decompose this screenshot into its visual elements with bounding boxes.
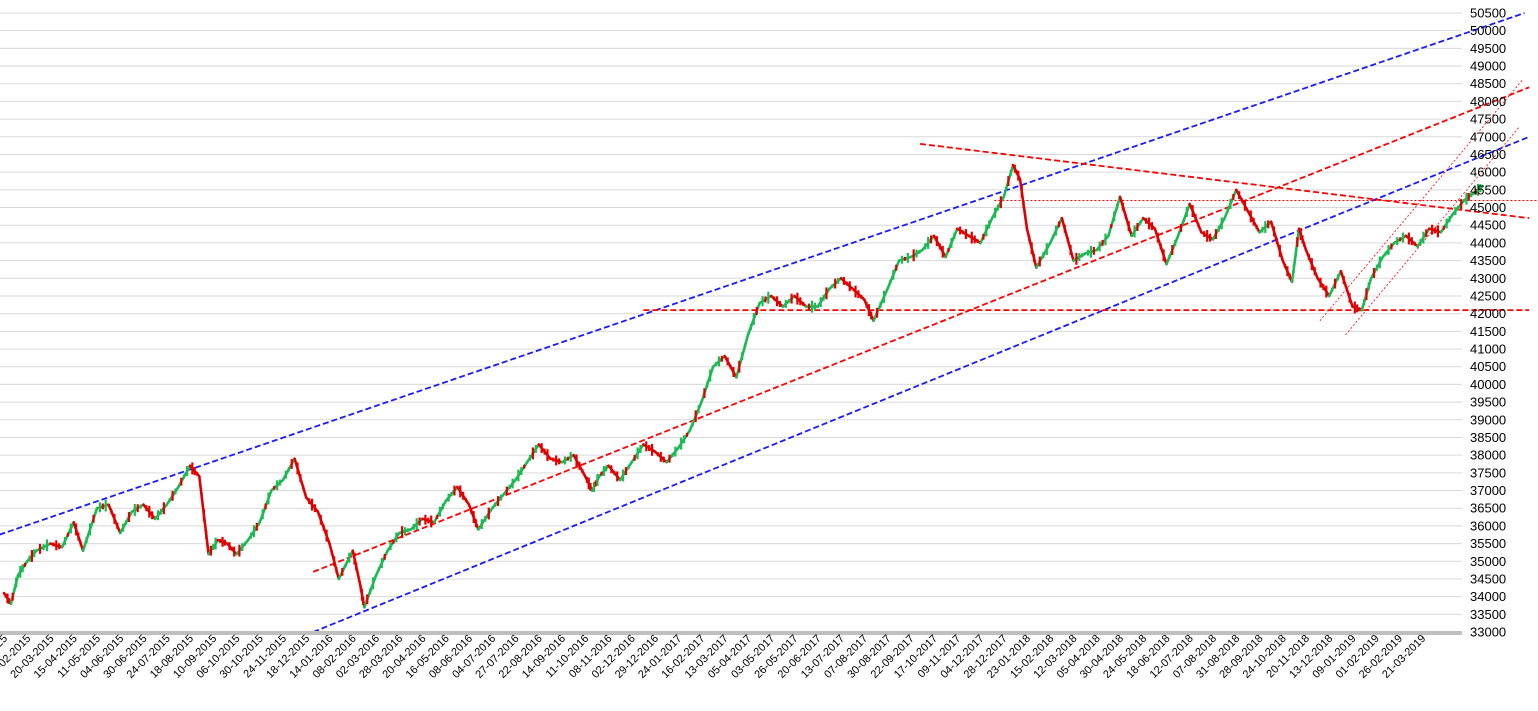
y-tick-label: 47000 <box>1470 129 1506 144</box>
y-tick-label: 44000 <box>1470 235 1506 250</box>
y-tick-label: 45500 <box>1470 182 1506 197</box>
y-tick-label: 36500 <box>1470 501 1506 516</box>
y-tick-label: 40000 <box>1470 377 1506 392</box>
trendline <box>919 142 1530 220</box>
y-tick-label: 36000 <box>1470 518 1506 533</box>
y-tick-label: 38000 <box>1470 448 1506 463</box>
y-tick-label: 48000 <box>1470 94 1506 109</box>
y-axis: 33000 33500 34000 34500 35000 35500 36000 36500… <box>1470 6 1506 640</box>
y-tick-label: 34500 <box>1470 571 1506 586</box>
trendlines <box>0 12 1538 633</box>
y-tick-label: 44500 <box>1470 218 1506 233</box>
y-tick-label: 38500 <box>1470 430 1506 445</box>
y-tick-label: 37500 <box>1470 465 1506 480</box>
y-tick-label: 41000 <box>1470 342 1506 357</box>
y-tick-label: 41500 <box>1470 324 1506 339</box>
x-axis: 2525-02-201520-03-201515-04-201511-05-20… <box>0 631 1462 681</box>
price-candles <box>2 163 1484 609</box>
y-tick-label: 43500 <box>1470 253 1506 268</box>
y-tick-label: 40500 <box>1470 359 1506 374</box>
y-tick-label: 34000 <box>1470 589 1506 604</box>
y-tick-label: 45000 <box>1470 200 1506 215</box>
y-tick-label: 50500 <box>1470 6 1506 21</box>
y-tick-label: 33500 <box>1470 607 1506 622</box>
trendline <box>312 135 1530 633</box>
y-tick-label: 35000 <box>1470 554 1506 569</box>
y-tick-label: 46500 <box>1470 147 1506 162</box>
y-tick-label: 35500 <box>1470 536 1506 551</box>
x-tick-label: 25 <box>0 633 10 650</box>
y-tick-label: 43000 <box>1470 271 1506 286</box>
y-tick-label: 33000 <box>1470 625 1506 640</box>
y-tick-label: 39000 <box>1470 412 1506 427</box>
trendline <box>0 12 1525 536</box>
trendline <box>1319 79 1523 321</box>
trendline <box>1345 125 1521 336</box>
y-tick-label: 39500 <box>1470 395 1506 410</box>
y-tick-label: 46000 <box>1470 165 1506 180</box>
y-tick-label: 49500 <box>1470 41 1506 56</box>
y-tick-label: 50000 <box>1470 23 1506 38</box>
y-tick-label: 42500 <box>1470 288 1506 303</box>
y-tick-label: 49000 <box>1470 59 1506 74</box>
y-tick-label: 42000 <box>1470 306 1506 321</box>
y-tick-label: 47500 <box>1470 112 1506 127</box>
x-axis-line <box>0 631 1462 635</box>
trendline <box>312 86 1530 573</box>
y-tick-label: 48500 <box>1470 76 1506 91</box>
y-tick-label: 37000 <box>1470 483 1506 498</box>
